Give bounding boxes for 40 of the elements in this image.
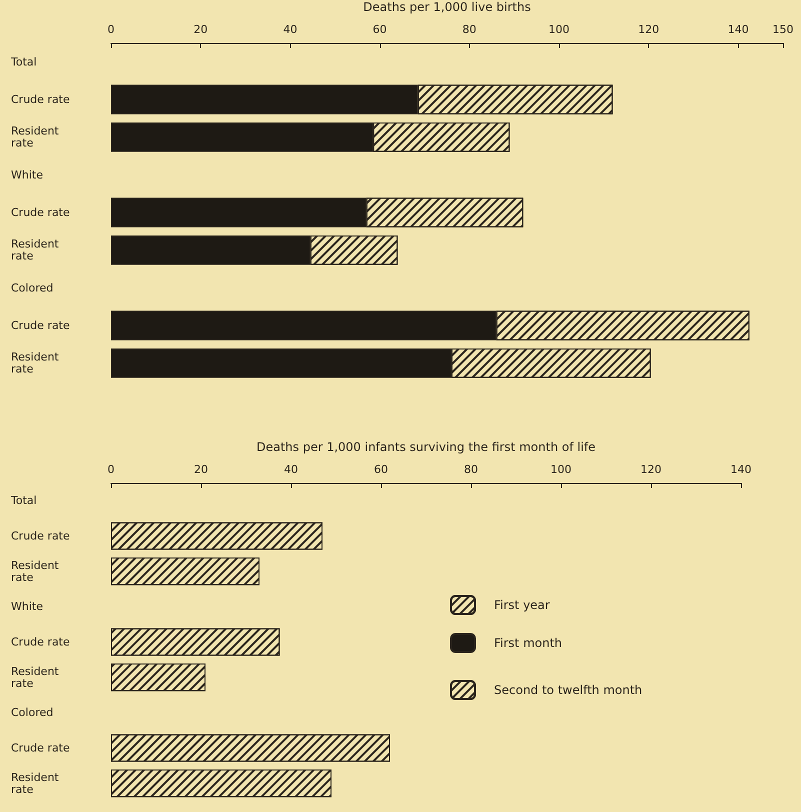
legend-label: Second to twelfth month (494, 683, 642, 697)
y-tick-label: Resident rate (11, 124, 62, 150)
legend-label: First month (494, 636, 562, 650)
x-tick-label: 100 (548, 23, 570, 36)
legend-label: First year (494, 598, 550, 612)
x-axis-title: Deaths per 1,000 infants surviving the first month of life (256, 440, 596, 454)
x-tick-label: 20 (194, 463, 208, 476)
y-tick-label: Resident rate (11, 238, 62, 263)
y-tick-label: Resident rate (11, 770, 62, 796)
y-tick-label: Resident rate (11, 350, 62, 376)
x-tick-label: 80 (462, 23, 476, 36)
y-tick-label: White (11, 168, 44, 182)
x-tick-label: 40 (284, 463, 298, 476)
x-tick-label: 150 (772, 23, 794, 36)
x-tick-label: 120 (638, 23, 660, 36)
x-tick-label: 0 (108, 23, 114, 36)
y-tick-label: Colored (11, 706, 54, 720)
y-tick-label: Crude rate (11, 530, 70, 542)
y-tick-label: Crude rate (11, 636, 70, 648)
x-tick-label: 140 (728, 23, 749, 36)
y-tick-label: Total (10, 494, 37, 508)
y-tick-label: Crude rate (11, 742, 70, 754)
y-tick-label: Resident rate (11, 558, 62, 584)
y-tick-label: White (11, 600, 44, 614)
x-tick-label: 0 (108, 463, 114, 476)
x-tick-label: 100 (550, 463, 572, 476)
x-tick-label: 20 (194, 23, 208, 36)
y-tick-label: Crude rate (11, 206, 70, 219)
x-tick-label: 120 (640, 463, 662, 476)
x-tick-label: 60 (372, 23, 387, 36)
y-tick-label: Total (10, 55, 37, 68)
x-tick-label: 60 (374, 463, 388, 476)
y-tick-label: Resident rate (11, 664, 62, 690)
x-tick-label: 140 (730, 463, 752, 476)
y-tick-label: Colored (11, 281, 54, 294)
x-axis-title: Deaths per 1,000 live births (363, 0, 531, 14)
y-tick-label: Crude rate (11, 93, 70, 106)
x-tick-label: 40 (283, 23, 298, 36)
y-tick-label: Crude rate (11, 319, 70, 332)
x-tick-label: 80 (464, 463, 478, 476)
